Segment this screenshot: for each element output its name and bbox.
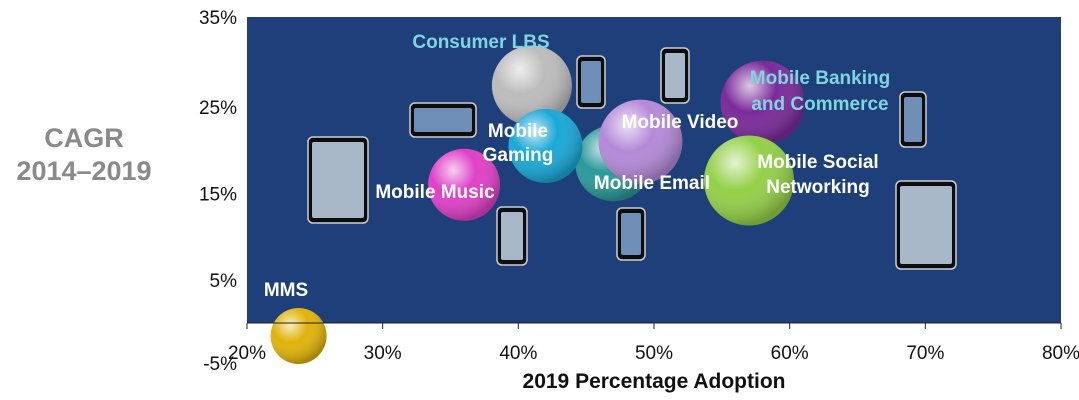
- phone-icon: [900, 92, 926, 147]
- y-axis-label-line-2: 2014–2019: [16, 156, 151, 186]
- y-tick-label: 5%: [210, 271, 238, 292]
- phone-icon: [617, 208, 645, 260]
- label-mobile-music: Mobile Music: [375, 182, 495, 203]
- tablet-icon: [308, 137, 368, 223]
- x-tick-label: 40%: [499, 343, 537, 364]
- x-tick-label: 30%: [364, 343, 402, 364]
- y-axis-label-line-1: CAGR: [44, 123, 124, 153]
- y-tick-label: 35%: [199, 8, 237, 29]
- x-tick-label: 70%: [906, 343, 944, 364]
- x-tick-label: 80%: [1042, 343, 1079, 364]
- y-axis-ticks: 35% 25% 15% 5% -5%: [199, 8, 237, 375]
- x-axis-ticks: 20% 30% 40% 50% 60% 70% 80%: [228, 323, 1079, 364]
- x-axis-label: 2019 Percentage Adoption: [523, 370, 786, 393]
- x-tick-label: 50%: [635, 343, 673, 364]
- y-tick-label: -5%: [203, 354, 237, 375]
- label-consumer-lbs: Consumer LBS: [412, 32, 549, 53]
- bubble-gloss: [271, 308, 327, 364]
- x-tick-label: 60%: [771, 343, 809, 364]
- phone-icon: [896, 181, 956, 269]
- y-tick-label: 25%: [199, 98, 237, 119]
- tablet-icon: [661, 48, 689, 103]
- smartphone-icon: [410, 103, 476, 137]
- label-mobile-video: Mobile Video: [622, 112, 739, 133]
- phone-icon: [577, 56, 605, 108]
- label-mms: MMS: [264, 280, 308, 301]
- label-mobile-email: Mobile Email: [594, 173, 710, 194]
- y-tick-label: 15%: [199, 184, 237, 205]
- handheld-icon: [497, 207, 527, 265]
